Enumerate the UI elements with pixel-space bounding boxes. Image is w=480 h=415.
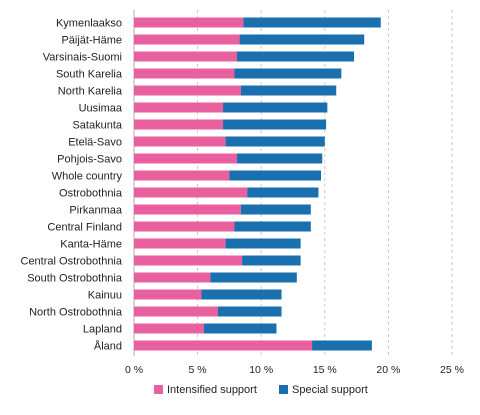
category-label: Central Finland (47, 222, 122, 234)
bar-segment-special (225, 136, 325, 147)
bar-segment-intensified (134, 306, 218, 317)
bars (134, 17, 381, 351)
category-labels: Kymenlaakso Päijät-Häme Varsinais-Suomi Sou… (21, 18, 123, 353)
bar-segment-intensified (134, 17, 244, 28)
category-label: Ostrobothnia (59, 188, 123, 200)
x-tick-label: 5 % (189, 364, 207, 376)
category-label: Pirkanmaa (69, 205, 122, 217)
bar-segment-special (234, 221, 311, 232)
legend: Intensified support Special support (154, 384, 368, 396)
bar-segment-intensified (134, 34, 240, 45)
bar-segment-intensified (134, 289, 202, 300)
bar-segment-special (237, 51, 355, 62)
bar-segment-intensified (134, 187, 248, 198)
bar-segment-intensified (134, 85, 241, 96)
bar-segment-intensified (134, 238, 226, 249)
x-tick-label: 0 % (125, 364, 143, 376)
category-label: Central Ostrobothnia (21, 256, 123, 268)
bar-segment-special (239, 34, 365, 45)
bar-segment-special (240, 85, 337, 96)
bar-segment-special (223, 102, 328, 113)
bar-segment-special (240, 204, 311, 215)
bar-segment-intensified (134, 272, 211, 283)
legend-swatch (154, 385, 163, 394)
bar-segment-intensified (134, 51, 238, 62)
bar-segment-special (203, 323, 277, 334)
x-tick-label: 25 % (440, 364, 464, 376)
legend-label: Intensified support (167, 384, 257, 396)
x-tick-labels: 0 % 5 % 10 % 15 % 20 % 25 % (125, 364, 464, 376)
category-label: South Ostrobothnia (27, 273, 123, 285)
bar-segment-special (217, 306, 282, 317)
category-label: North Ostrobothnia (29, 307, 123, 319)
category-label: Kanta-Häme (60, 239, 122, 251)
bar-segment-intensified (134, 340, 313, 351)
category-label: Åland (94, 340, 122, 353)
category-label: Whole country (52, 171, 123, 183)
category-label: South Karelia (56, 69, 123, 81)
x-tick-label: 20 % (376, 364, 400, 376)
bar-segment-intensified (134, 323, 204, 334)
category-label: Satakunta (72, 120, 122, 132)
bar-segment-intensified (134, 102, 224, 113)
bar-segment-intensified (134, 170, 230, 181)
bar-segment-intensified (134, 221, 235, 232)
category-label: Varsinais-Suomi (43, 52, 122, 64)
bar-segment-special (312, 340, 372, 351)
grid-lines (133, 10, 453, 356)
category-label: Kainuu (88, 290, 122, 302)
bar-segment-special (210, 272, 297, 283)
bar-segment-special (242, 255, 301, 266)
category-label: Etelä-Savo (68, 137, 122, 149)
legend-label: Special support (292, 384, 368, 396)
bar-segment-intensified (134, 204, 241, 215)
bar-segment-special (243, 17, 381, 28)
bar-segment-special (229, 170, 321, 181)
bar-segment-intensified (134, 136, 226, 147)
category-label: Lapland (83, 324, 122, 336)
category-label: Kymenlaakso (56, 18, 122, 30)
bar-segment-special (237, 153, 323, 164)
bar-segment-intensified (134, 255, 243, 266)
category-label: Pohjois-Savo (57, 154, 122, 166)
bar-segment-special (225, 238, 301, 249)
legend-swatch (279, 385, 288, 394)
x-tick-label: 10 % (249, 364, 273, 376)
bar-segment-special (201, 289, 282, 300)
bar-segment-special (234, 68, 342, 79)
category-label: Päijät-Häme (61, 35, 122, 47)
x-tick-label: 15 % (313, 364, 337, 376)
bar-segment-intensified (134, 119, 224, 130)
bar-segment-intensified (134, 68, 235, 79)
bar-segment-intensified (134, 153, 238, 164)
bar-segment-special (247, 187, 319, 198)
category-label: Uusimaa (79, 103, 123, 115)
category-label: North Karelia (58, 86, 123, 98)
bar-segment-special (223, 119, 327, 130)
